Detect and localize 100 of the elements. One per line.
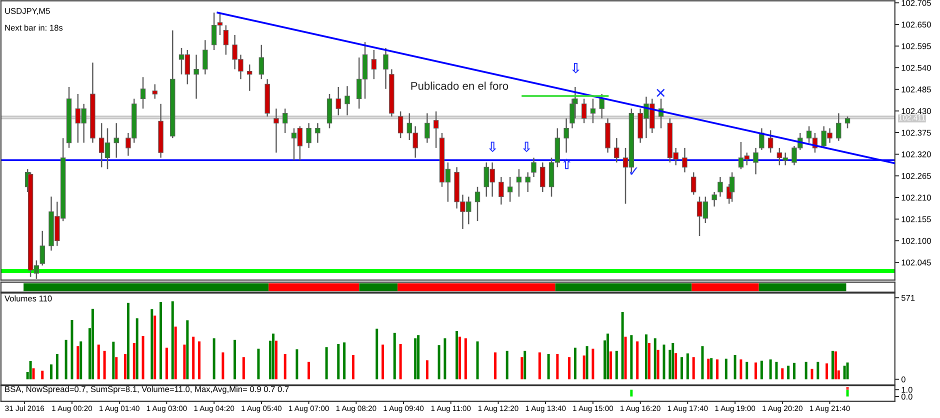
y-tick-label: 102.100 [902, 238, 931, 244]
bar [636, 341, 639, 380]
bar [257, 348, 260, 380]
bar [656, 350, 660, 380]
candlestick [691, 172, 696, 196]
bar [769, 359, 772, 380]
bar [417, 335, 420, 380]
bar [382, 344, 384, 380]
bar [308, 362, 310, 380]
bar [212, 338, 216, 380]
annotation: ⇩ [488, 142, 496, 152]
bar [606, 334, 609, 380]
text: USDJPY,M5 [5, 8, 50, 15]
candlestick [590, 98, 596, 124]
bar [160, 302, 162, 380]
candlestick [712, 191, 717, 208]
bar [746, 362, 748, 380]
bar [115, 357, 118, 380]
bar [192, 336, 195, 380]
bar [520, 357, 524, 380]
candlestick [682, 147, 688, 173]
bar [568, 357, 571, 380]
candlestick [507, 176, 513, 202]
bar [337, 344, 340, 380]
annotation: ✕ [656, 88, 665, 97]
text: Next bar in: 18s [5, 24, 63, 31]
bar [831, 350, 834, 380]
bar [222, 352, 224, 380]
y-tick-label: 102.650 [902, 22, 931, 28]
bar [582, 356, 586, 380]
y-tick-label: 102.320 [902, 151, 931, 158]
bar [787, 366, 790, 380]
bar [438, 345, 440, 380]
bar [132, 342, 136, 380]
bar [654, 338, 656, 380]
bar [91, 308, 94, 380]
bar [686, 353, 689, 380]
bar [444, 338, 446, 380]
y-tick-label: 102.430 [902, 108, 931, 114]
bar [274, 340, 278, 380]
bar [325, 347, 328, 380]
bar [112, 342, 115, 380]
bar [174, 326, 177, 380]
bar [76, 346, 80, 380]
candlestick [525, 172, 530, 193]
bar [734, 354, 736, 380]
candlestick [258, 44, 264, 80]
bar [343, 342, 346, 380]
bar [198, 341, 201, 380]
candlestick [836, 112, 842, 142]
candlestick [383, 47, 388, 90]
y-tick-label: 102.540 [902, 64, 931, 71]
bar [574, 348, 576, 380]
candlestick [433, 110, 439, 149]
bar [624, 336, 627, 380]
bar [80, 341, 82, 380]
bar [476, 341, 479, 380]
bar [186, 320, 189, 380]
bar [672, 342, 674, 380]
bar [272, 334, 275, 380]
bar [154, 316, 156, 380]
bar [393, 332, 396, 380]
bar [804, 362, 808, 380]
bar [846, 362, 849, 380]
chart-title: BSA, NowSpread=0.7, SumSpr=8.1, Volume=11.0, Max,Avg,Min= 0.9 0.7 0.7 [5, 386, 289, 394]
bar [630, 335, 633, 380]
candlestick [581, 98, 587, 124]
candlestick [246, 64, 252, 92]
bar [171, 301, 174, 380]
bar [126, 302, 130, 380]
bar [754, 362, 757, 380]
bar [296, 349, 298, 380]
candlestick [614, 137, 620, 164]
bar [376, 328, 378, 380]
bar [843, 366, 846, 380]
candlestick [371, 49, 376, 80]
bar [716, 359, 719, 380]
y-tick-label: 102.485 [902, 86, 931, 92]
bar [352, 354, 354, 380]
bar [740, 359, 742, 380]
candlestick [516, 168, 522, 198]
bar [760, 360, 763, 380]
candlestick [759, 128, 764, 151]
bar [609, 351, 612, 380]
candlestick [152, 84, 158, 100]
candlestick [599, 93, 604, 120]
bar [692, 357, 695, 380]
bar [781, 368, 784, 380]
bar [136, 318, 138, 380]
annotation: Publicado en el foro [411, 82, 508, 90]
bar [644, 334, 648, 380]
bar [701, 346, 704, 380]
candlestick [336, 86, 341, 116]
y-tick-label: 0.0 [901, 394, 912, 400]
candlestick [474, 186, 480, 222]
y-tick-label: 571 [901, 295, 915, 301]
bar [458, 336, 461, 380]
bar [816, 362, 820, 380]
annotation: ⇧ [563, 158, 571, 170]
y-tick-label: 102.210 [902, 194, 931, 201]
